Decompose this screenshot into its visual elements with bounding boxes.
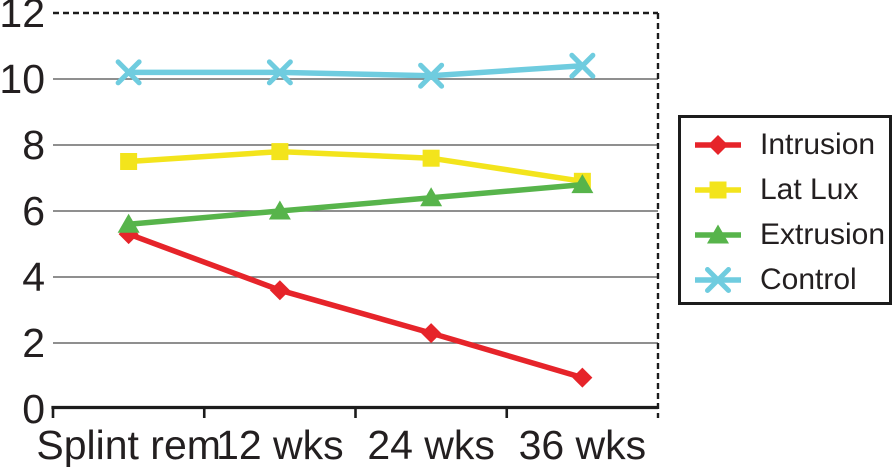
legend-marker-intrusion-diamond-icon xyxy=(695,134,741,155)
legend-label-lat-lux: Lat Lux xyxy=(760,172,859,206)
y-tick-label-4: 4 xyxy=(22,254,45,300)
x-category-label-3: 36 wks xyxy=(519,422,647,467)
marker-diamond-3 xyxy=(572,367,593,388)
x-category-label-0: Splint rem xyxy=(36,422,221,467)
legend-x-glyph xyxy=(705,266,731,293)
marker-x-2 xyxy=(418,62,445,89)
legend: Intrusion Lat Lux Extrusion Control xyxy=(678,115,892,305)
series-lat-lux xyxy=(120,143,591,190)
marker-triangle-1 xyxy=(268,200,291,220)
series-line-2 xyxy=(128,181,583,227)
series-line-1 xyxy=(128,148,583,185)
marker-x-1 xyxy=(266,59,293,86)
legend-diamond-glyph xyxy=(708,134,728,155)
marker-x-0 xyxy=(115,59,142,86)
series-line-3 xyxy=(128,63,583,79)
marker-diamond-2 xyxy=(421,323,442,344)
legend-marker-extrusion-triangle-icon xyxy=(695,224,741,243)
y-tick-label-2: 2 xyxy=(22,320,45,366)
series-intrusion xyxy=(118,224,593,388)
legend-item-control: Control xyxy=(681,257,889,302)
marker-square-0 xyxy=(120,153,138,170)
legend-marker-lat-lux-square-icon xyxy=(695,181,741,198)
marker-triangle-0 xyxy=(117,213,140,233)
legend-triangle-glyph xyxy=(707,224,729,243)
series-line-0 xyxy=(127,231,584,381)
marker-square-1 xyxy=(271,143,289,161)
legend-item-intrusion: Intrusion xyxy=(681,122,889,167)
x-category-label-2: 24 wks xyxy=(367,422,495,467)
series-extrusion xyxy=(117,174,594,233)
legend-item-lat-lux: Lat Lux xyxy=(681,167,889,212)
legend-square-glyph xyxy=(709,181,727,198)
x-category-label-1: 12 wks xyxy=(216,422,344,467)
y-tick-label-6: 6 xyxy=(22,188,45,234)
y-tick-label-10: 10 xyxy=(0,56,45,102)
legend-item-extrusion: Extrusion xyxy=(681,212,889,257)
legend-label-control: Control xyxy=(760,262,857,296)
marker-x-3 xyxy=(569,52,596,79)
series-control xyxy=(115,52,596,89)
marker-triangle-3 xyxy=(571,174,594,194)
marker-square-2 xyxy=(422,149,440,167)
marker-diamond-1 xyxy=(269,280,290,301)
y-tick-label-12: 12 xyxy=(0,0,45,36)
marker-triangle-2 xyxy=(420,187,443,207)
y-tick-label-8: 8 xyxy=(22,122,45,168)
legend-label-intrusion: Intrusion xyxy=(760,127,876,161)
legend-label-extrusion: Extrusion xyxy=(760,217,886,251)
legend-marker-control-x-icon xyxy=(695,266,741,293)
y-tick-label-0: 0 xyxy=(22,386,45,432)
